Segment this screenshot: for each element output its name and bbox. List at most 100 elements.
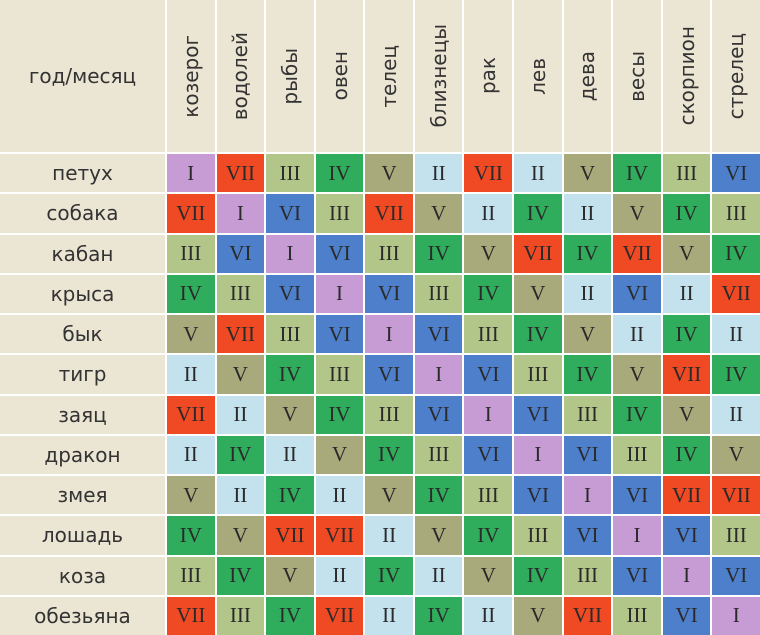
cell: IV bbox=[712, 234, 760, 273]
cell: V bbox=[365, 476, 413, 515]
column-header: скорпион bbox=[662, 0, 711, 152]
cell: III bbox=[613, 435, 661, 474]
row-label: коза bbox=[0, 556, 165, 595]
cell: IV bbox=[414, 476, 463, 515]
row-label: крыса bbox=[0, 274, 165, 313]
cell: VI bbox=[464, 435, 513, 474]
cell: IV bbox=[613, 395, 661, 434]
corner-header: год/месяц bbox=[0, 0, 165, 152]
column-label: козерог bbox=[178, 34, 203, 118]
cell: II bbox=[167, 355, 215, 394]
cell: III bbox=[167, 556, 215, 595]
cell: V bbox=[365, 154, 413, 193]
column-header: козерог bbox=[167, 0, 215, 152]
row-label: тигр bbox=[0, 355, 165, 394]
column-label: лев bbox=[525, 57, 550, 95]
cell: I bbox=[315, 274, 364, 313]
cell: VI bbox=[414, 395, 463, 434]
row-label: заяц bbox=[0, 395, 165, 434]
cell: III bbox=[167, 234, 215, 273]
cell: VI bbox=[613, 556, 661, 595]
cell: VI bbox=[613, 274, 661, 313]
cell: VI bbox=[266, 194, 314, 233]
cell: IV bbox=[514, 315, 562, 354]
column-label: весы bbox=[625, 50, 650, 102]
cell: VI bbox=[563, 516, 612, 555]
column-header: лев bbox=[514, 0, 562, 152]
cell: II bbox=[712, 315, 760, 354]
cell: VI bbox=[315, 315, 364, 354]
cell: V bbox=[266, 395, 314, 434]
cell: II bbox=[315, 476, 364, 515]
cell: VI bbox=[712, 556, 760, 595]
row-label: дракон bbox=[0, 435, 165, 474]
cell: IV bbox=[662, 194, 711, 233]
cell: I bbox=[266, 234, 314, 273]
row-label: бык bbox=[0, 315, 165, 354]
cell: II bbox=[662, 274, 711, 313]
cell: II bbox=[613, 315, 661, 354]
cell: I bbox=[216, 194, 265, 233]
cell: IV bbox=[266, 596, 314, 635]
cell: VII bbox=[167, 194, 215, 233]
cell: VI bbox=[414, 315, 463, 354]
cell: VI bbox=[365, 274, 413, 313]
cell: III bbox=[514, 355, 562, 394]
cell: III bbox=[216, 274, 265, 313]
column-label: телец bbox=[377, 44, 402, 108]
cell: V bbox=[464, 556, 513, 595]
column-header: водолей bbox=[216, 0, 265, 152]
cell: IV bbox=[266, 476, 314, 515]
column-header: телец bbox=[365, 0, 413, 152]
cell: II bbox=[464, 596, 513, 635]
column-header: дева bbox=[563, 0, 612, 152]
cell: VI bbox=[613, 476, 661, 515]
column-label: близнецы bbox=[426, 24, 451, 128]
cell: II bbox=[167, 435, 215, 474]
cell: III bbox=[414, 274, 463, 313]
cell: I bbox=[712, 596, 760, 635]
cell: III bbox=[662, 154, 711, 193]
cell: III bbox=[266, 154, 314, 193]
cell: IV bbox=[662, 435, 711, 474]
row-label: змея bbox=[0, 476, 165, 515]
cell: IV bbox=[167, 274, 215, 313]
cell: V bbox=[563, 315, 612, 354]
cell: VI bbox=[514, 395, 562, 434]
cell: II bbox=[216, 395, 265, 434]
column-header: рак bbox=[464, 0, 513, 152]
cell: V bbox=[613, 355, 661, 394]
column-label: стрелец bbox=[724, 32, 749, 120]
cell: VII bbox=[712, 274, 760, 313]
cell: VI bbox=[216, 234, 265, 273]
cell: IV bbox=[563, 234, 612, 273]
cell: VI bbox=[563, 435, 612, 474]
column-label: рак bbox=[476, 57, 501, 95]
cell: III bbox=[712, 194, 760, 233]
cell: II bbox=[514, 154, 562, 193]
cell: VII bbox=[662, 476, 711, 515]
cell: VII bbox=[563, 596, 612, 635]
cell: I bbox=[414, 355, 463, 394]
cell: V bbox=[563, 154, 612, 193]
cell: II bbox=[712, 395, 760, 434]
cell: III bbox=[365, 234, 413, 273]
row-label: обезьяна bbox=[0, 596, 165, 635]
cell: IV bbox=[365, 556, 413, 595]
cell: VII bbox=[315, 516, 364, 555]
cell: III bbox=[266, 315, 314, 354]
cell: V bbox=[662, 395, 711, 434]
column-label: скорпион bbox=[674, 26, 699, 126]
cell: IV bbox=[464, 516, 513, 555]
column-header: весы bbox=[613, 0, 661, 152]
cell: III bbox=[563, 395, 612, 434]
cell: IV bbox=[563, 355, 612, 394]
cell: II bbox=[216, 476, 265, 515]
cell: II bbox=[365, 596, 413, 635]
cell: I bbox=[365, 315, 413, 354]
cell: IV bbox=[414, 596, 463, 635]
cell: V bbox=[315, 435, 364, 474]
column-header: овен bbox=[315, 0, 364, 152]
cell: VI bbox=[712, 154, 760, 193]
